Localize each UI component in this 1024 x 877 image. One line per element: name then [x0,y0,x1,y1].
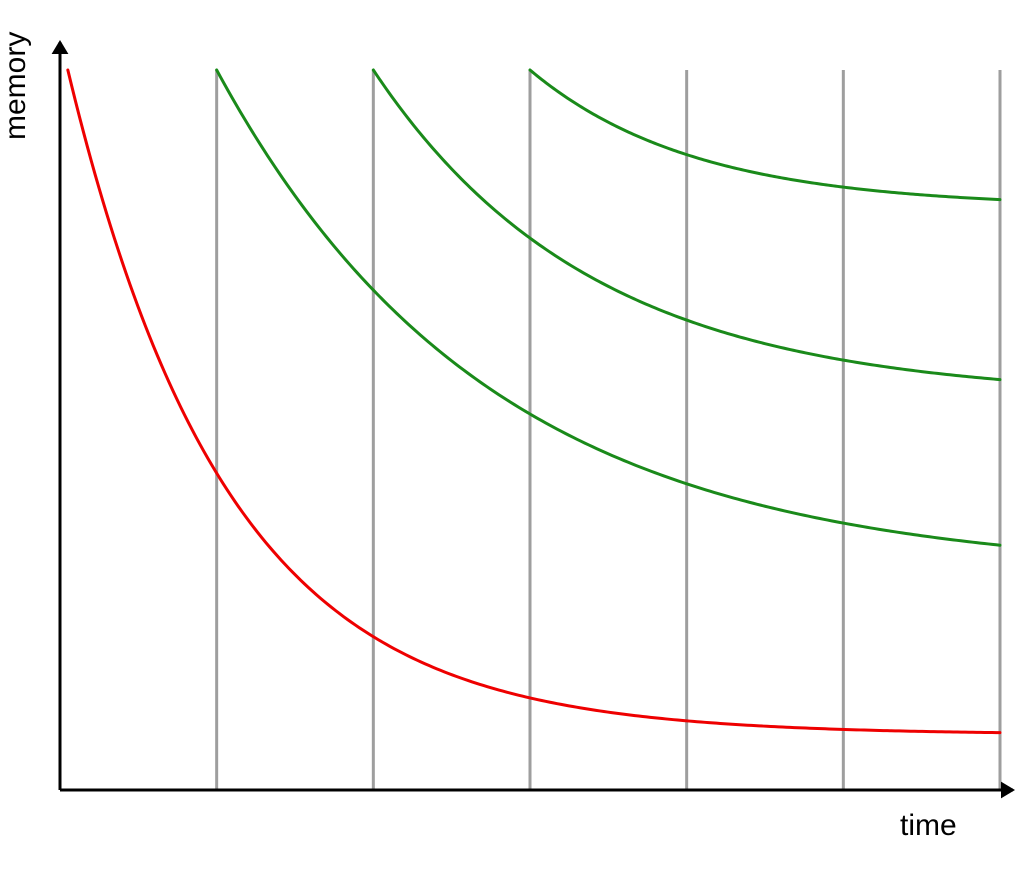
y-axis-label: memory [0,32,32,140]
x-axis-label: time [900,809,957,842]
forgetting-curve-chart: memory time [0,0,1024,877]
